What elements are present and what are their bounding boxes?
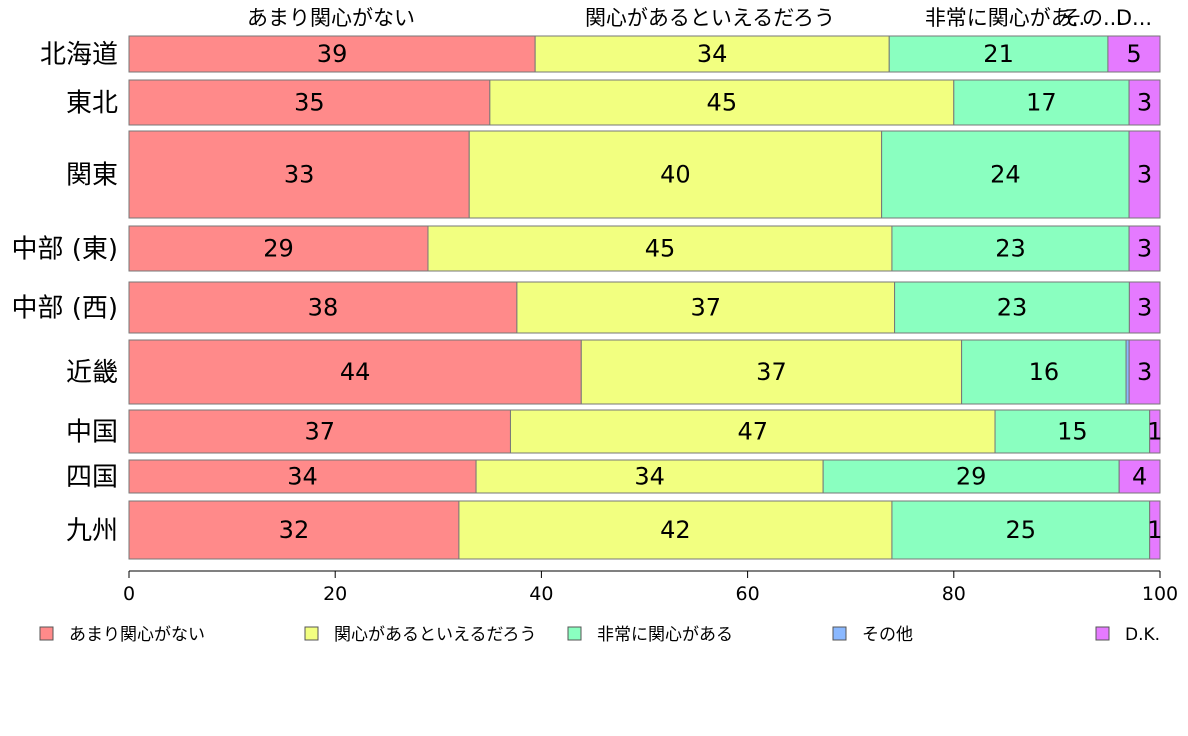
category-label: 東北 <box>66 89 118 119</box>
data-label: 3 <box>1137 161 1152 189</box>
data-label: 23 <box>997 294 1028 322</box>
bar-segment <box>1128 281 1161 334</box>
data-label: 16 <box>1029 358 1060 386</box>
legend-swatch <box>832 626 847 641</box>
bar-segment <box>1149 409 1161 454</box>
data-label: 39 <box>317 40 348 68</box>
x-tick-label: 0 <box>123 583 135 605</box>
data-label: 35 <box>294 89 325 117</box>
legend-swatch <box>567 626 582 641</box>
bar-segment <box>128 409 511 454</box>
bar-segment <box>128 500 460 560</box>
bar-segment <box>580 339 963 405</box>
bar-segment <box>516 281 896 334</box>
legend-swatch <box>1095 626 1110 641</box>
data-label: 3 <box>1137 294 1152 322</box>
bar-segment <box>128 225 429 272</box>
category-label: 中国 <box>66 418 118 448</box>
data-label: 34 <box>697 40 728 68</box>
bar-segment <box>534 35 890 73</box>
legend-label: 関心があるといえるだろう <box>334 625 536 645</box>
bar-segment <box>468 130 883 219</box>
bar-segment <box>888 35 1109 73</box>
data-label: 33 <box>284 161 315 189</box>
bar-segment <box>128 35 536 73</box>
legend-label: 非常に関心がある <box>597 625 733 645</box>
data-label: 29 <box>263 235 294 263</box>
x-tick-label: 20 <box>323 583 347 605</box>
bar-segment <box>1128 339 1161 405</box>
data-label: 4 <box>1132 463 1147 491</box>
x-tick-label: 60 <box>736 583 760 605</box>
bar-segment <box>1128 130 1161 219</box>
data-label: 47 <box>737 418 768 446</box>
column-header: 非常に関心があ.. <box>925 6 1085 30</box>
category-label: 九州 <box>66 516 118 546</box>
data-label: 17 <box>1026 89 1057 117</box>
bar-segment <box>1107 35 1161 73</box>
data-label: 1 <box>1147 516 1162 544</box>
bar-segment <box>128 79 491 126</box>
data-label: 34 <box>287 463 318 491</box>
bar-segment <box>458 500 893 560</box>
data-label: 32 <box>279 516 310 544</box>
bar-segment <box>953 79 1130 126</box>
bar-segment <box>1128 225 1161 272</box>
data-label: 25 <box>1006 516 1037 544</box>
data-label: 37 <box>756 358 787 386</box>
column-header: 関心があるといえるだろう <box>585 6 835 30</box>
category-label: 四国 <box>66 463 118 493</box>
data-label: 3 <box>1137 89 1152 117</box>
data-label: 29 <box>956 463 987 491</box>
data-label: 1 <box>1147 418 1162 446</box>
legend-label: D.K. <box>1125 625 1160 645</box>
legend-swatch <box>39 626 54 641</box>
x-tick-label: 80 <box>942 583 966 605</box>
data-label: 42 <box>660 516 691 544</box>
bar-segment <box>128 130 470 219</box>
column-header: あまり関心がない <box>247 6 415 30</box>
data-label: 40 <box>660 161 691 189</box>
category-label: 関東 <box>66 161 118 191</box>
bar-segment <box>891 500 1151 560</box>
bar-segment <box>1118 459 1161 494</box>
column-header: D... <box>1116 6 1152 30</box>
bar-segment <box>475 459 824 494</box>
category-label: 近畿 <box>66 358 118 388</box>
legend-label: その他 <box>862 625 913 645</box>
data-label: 15 <box>1057 418 1088 446</box>
data-label: 45 <box>707 89 738 117</box>
bar-segment <box>489 79 955 126</box>
data-label: 45 <box>645 235 676 263</box>
category-label: 北海道 <box>40 40 118 70</box>
column-header: その... <box>1061 6 1123 30</box>
x-tick-label: 40 <box>529 583 553 605</box>
data-label: 5 <box>1126 40 1141 68</box>
bar-segment <box>128 459 477 494</box>
data-label: 37 <box>690 294 721 322</box>
data-label: 44 <box>340 358 371 386</box>
bar-segment <box>961 339 1127 405</box>
bar-segment <box>994 409 1151 454</box>
category-label: 中部 (西) <box>11 294 118 324</box>
bar-segment <box>1149 500 1161 560</box>
data-label: 37 <box>304 418 335 446</box>
data-label: 3 <box>1137 235 1152 263</box>
data-label: 24 <box>990 161 1021 189</box>
legend-swatch <box>304 626 319 641</box>
data-label: 21 <box>983 40 1014 68</box>
legend-label: あまり関心がない <box>69 625 205 645</box>
bar-segment <box>128 281 518 334</box>
data-label: 34 <box>634 463 665 491</box>
data-label: 38 <box>308 294 339 322</box>
data-label: 23 <box>995 235 1026 263</box>
x-tick-label: 100 <box>1142 583 1178 605</box>
bar-segment <box>128 339 582 405</box>
bar-segment <box>1128 79 1161 126</box>
bar-segment <box>427 225 893 272</box>
category-label: 中部 (東) <box>11 235 118 265</box>
bar-segment <box>894 281 1130 334</box>
data-label: 3 <box>1137 358 1152 386</box>
